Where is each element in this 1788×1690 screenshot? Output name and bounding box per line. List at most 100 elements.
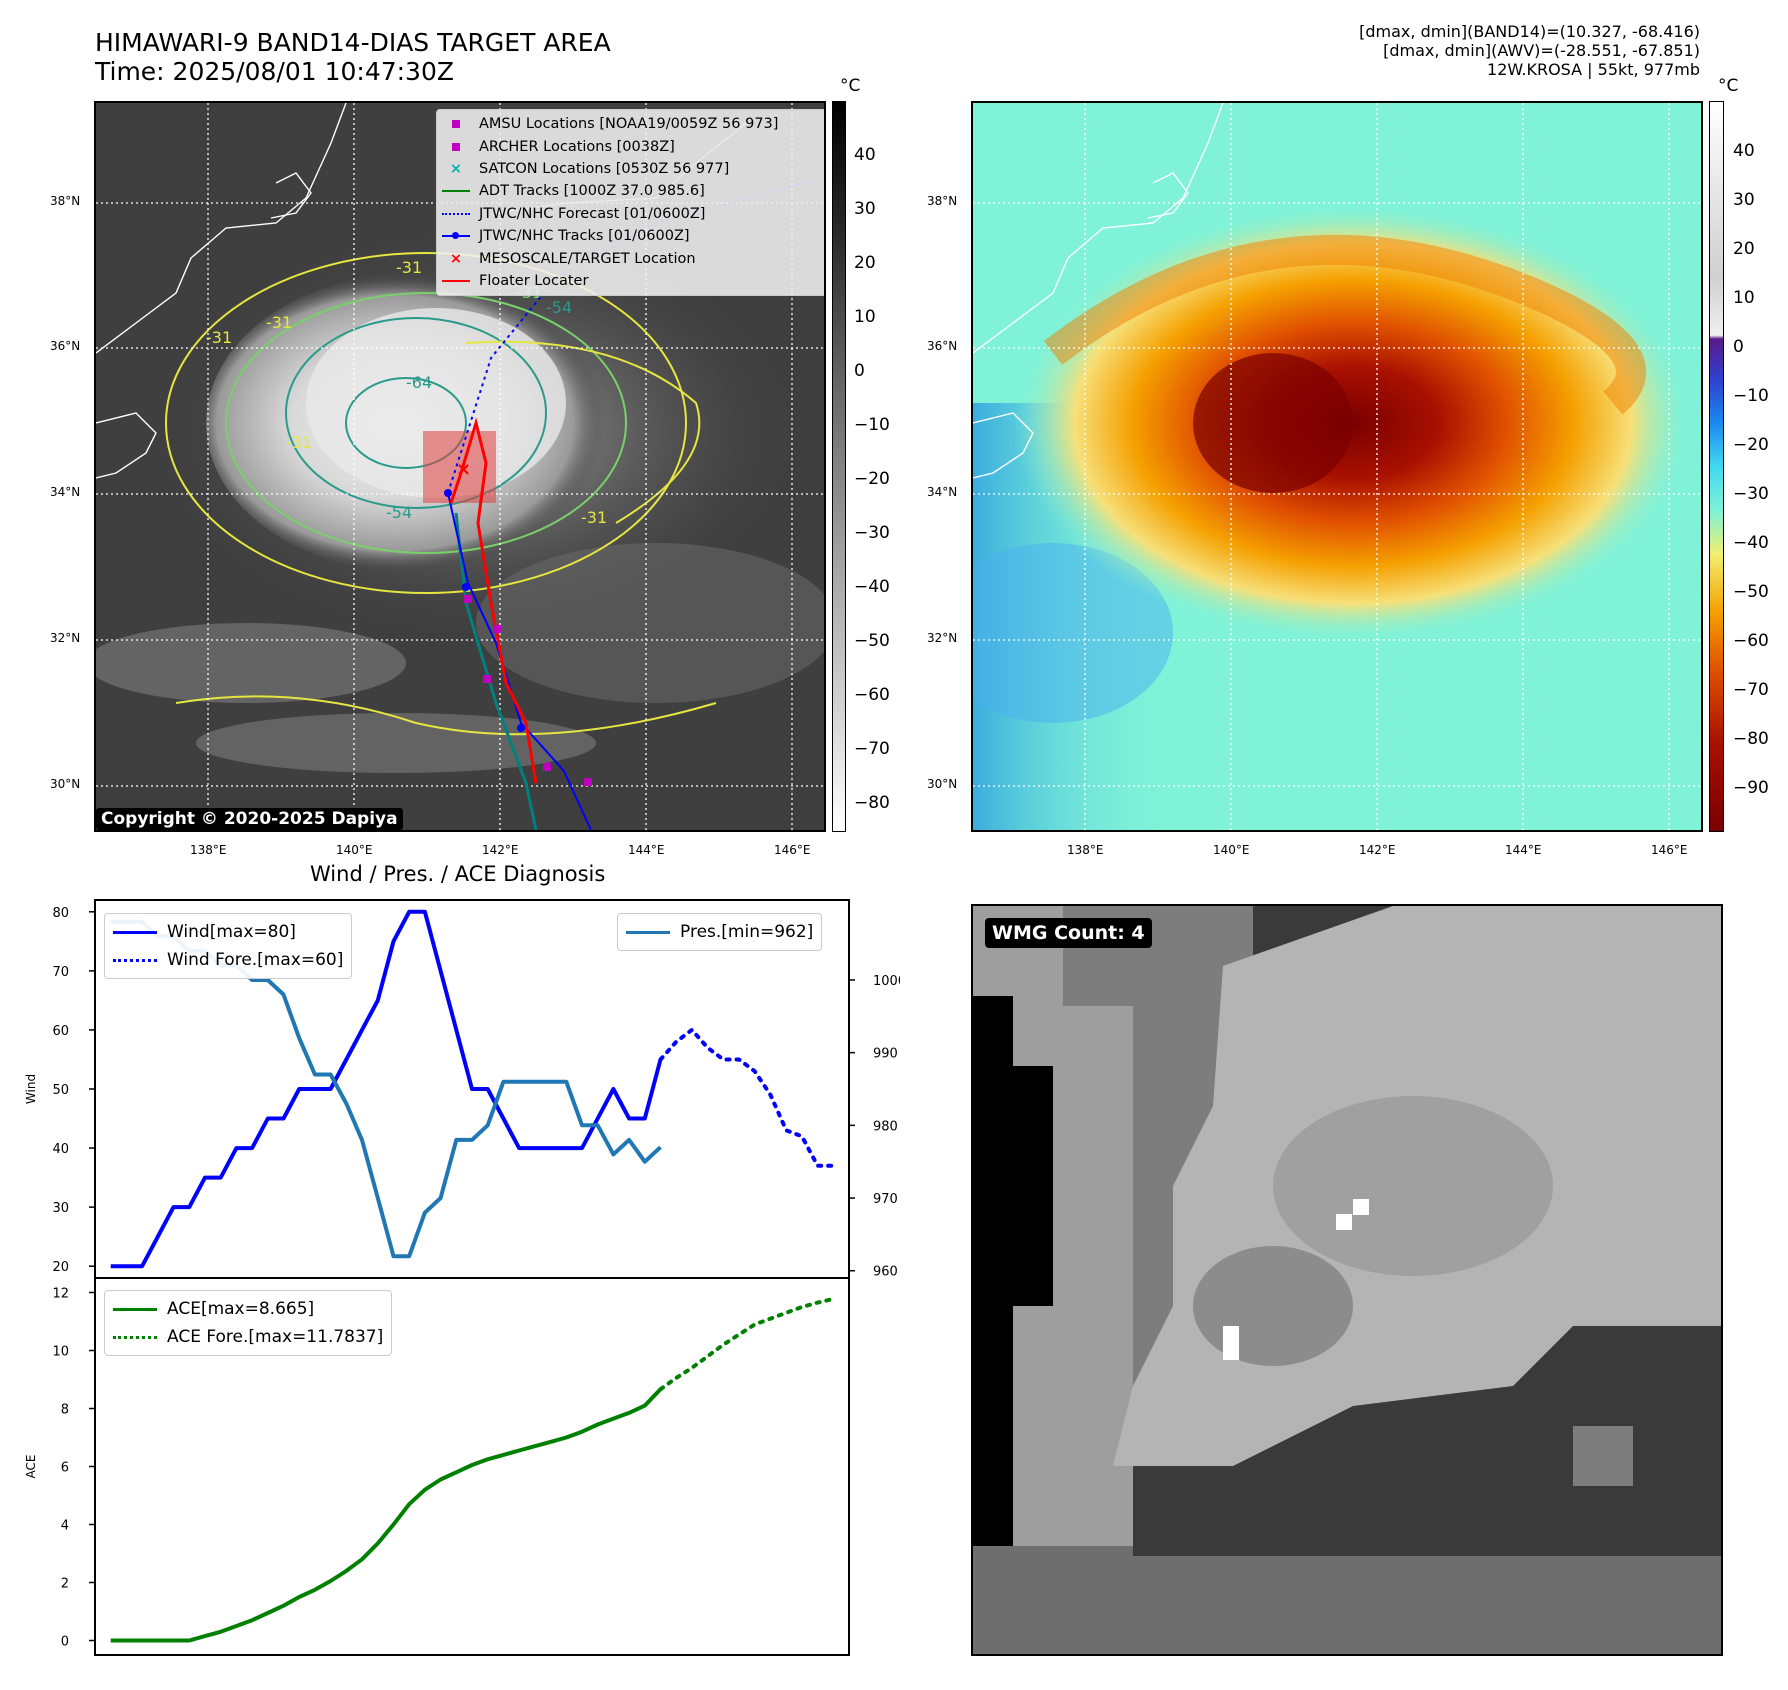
legend-item: Pres.[min=962] — [626, 918, 813, 946]
info-line-3: 12W.KROSA | 55kt, 977mb — [1487, 60, 1700, 79]
legend-item: × MESOSCALE/TARGET Location — [441, 247, 823, 269]
colorbar-color-tick: −60 — [1733, 631, 1769, 651]
wind-legend: Wind[max=80] Wind Fore.[max=60] — [104, 913, 353, 979]
y-tick-label: 4 — [61, 1519, 69, 1534]
series-line — [110, 1387, 662, 1643]
amsu-marker — [543, 763, 551, 771]
lat-label: 34°N — [50, 485, 81, 499]
dotted-line-icon — [441, 212, 471, 215]
lat-label: 36°N — [50, 339, 81, 353]
legend-item: ACE[max=8.665] — [113, 1295, 383, 1323]
title-line-2: Time: 2025/08/01 10:47:30Z — [95, 57, 454, 86]
line-icon — [441, 190, 471, 193]
y-right-tick-label: 1000 — [873, 974, 900, 989]
y-tick-label: 50 — [52, 1083, 69, 1098]
legend-item: JTWC/NHC Tracks [01/0600Z] — [441, 225, 823, 247]
colorbar-gray-tick: 0 — [854, 361, 865, 381]
wind-pressure-chart: 20304050607080Wind9609709809901000Pressu… — [24, 899, 900, 1280]
y-tick-label: 0 — [61, 1635, 69, 1650]
legend-label: JTWC/NHC Tracks [01/0600Z] — [479, 228, 690, 245]
contour-label-9: -31 — [581, 508, 607, 527]
colorbar-color-tick: −40 — [1733, 533, 1769, 553]
colorbar-color-tick: −50 — [1733, 582, 1769, 602]
contour-label-2: -31 — [206, 328, 232, 347]
colorbar-gray-tick: −20 — [854, 469, 890, 489]
legend-item: Wind Fore.[max=60] — [113, 946, 343, 974]
legend-item: JTWC/NHC Forecast [01/0600Z] — [441, 203, 823, 225]
colorbar-color-tick: 0 — [1733, 337, 1744, 357]
colorbar-gray-tick: 10 — [854, 307, 876, 327]
lon-label: 138°E — [190, 843, 227, 857]
lon-label: 138°E — [1067, 843, 1104, 857]
contour-label-1: -31 — [396, 258, 422, 277]
colorbar-gray-tick: 30 — [854, 199, 876, 219]
archer-marker — [483, 675, 491, 683]
colorbar-gray — [832, 101, 846, 832]
colorbar-unit: °C — [1718, 76, 1739, 96]
dotted-line-icon — [113, 1335, 157, 1339]
amsu-marker — [584, 778, 592, 786]
contour-label-5: -31 — [286, 433, 312, 452]
lat-label: 38°N — [50, 194, 81, 208]
legend-label: SATCON Locations [0530Z 56 977] — [479, 160, 730, 177]
target-x-marker: × — [456, 459, 471, 480]
legend-label: Wind Fore.[max=60] — [167, 950, 344, 970]
lon-label: 146°E — [1651, 843, 1688, 857]
y-tick-label: 40 — [52, 1142, 69, 1157]
title-line-1: HIMAWARI-9 BAND14-DIAS TARGET AREA — [95, 28, 611, 57]
y-tick-label: 30 — [52, 1201, 69, 1216]
y-right-tick-label: 990 — [873, 1047, 898, 1062]
y-tick-label: 60 — [52, 1024, 69, 1039]
colorbar-color-tick: 40 — [1733, 141, 1755, 161]
legend-item: Floater Locater — [441, 270, 823, 292]
diagnosis-title: Wind / Pres. / ACE Diagnosis — [310, 862, 606, 886]
colorbar-color-tick: 30 — [1733, 190, 1755, 210]
map-color-svg — [973, 103, 1701, 830]
line-icon — [441, 279, 471, 282]
colorbar-gray-tick: −70 — [854, 739, 890, 759]
legend-label: MESOSCALE/TARGET Location — [479, 250, 696, 267]
map-ir-svg: -31 -31 -31 -31 -31 -64 -54 -54 -31 — [96, 103, 824, 830]
legend-label: Pres.[min=962] — [680, 922, 814, 942]
y-tick-label: 80 — [52, 906, 69, 921]
contour-label-3: -31 — [266, 313, 292, 332]
y-axis-label: Wind — [24, 1074, 38, 1104]
wmg-count-badge: WMG Count: 4 — [985, 918, 1152, 948]
legend-item: ACE Fore.[max=11.7837] — [113, 1323, 383, 1351]
colorbar-color-tick: −90 — [1733, 778, 1769, 798]
track-point — [462, 583, 470, 591]
colorbar-color-tick: −20 — [1733, 435, 1769, 455]
legend-label: JTWC/NHC Forecast [01/0600Z] — [479, 205, 706, 222]
adt-track — [454, 512, 538, 830]
line-dot-icon — [441, 232, 471, 240]
colorbar-gray-tick: −80 — [854, 793, 890, 813]
colorbar-color — [1709, 101, 1724, 832]
lon-label: 144°E — [628, 843, 665, 857]
track-point — [517, 724, 525, 732]
info-line-2: [dmax, dmin](AWV)=(-28.551, -67.851) — [1383, 41, 1700, 60]
lon-label: 142°E — [1359, 843, 1396, 857]
lat-label: 30°N — [927, 777, 958, 791]
legend-label: ACE[max=8.665] — [167, 1299, 315, 1319]
figure-title: HIMAWARI-9 BAND14-DIAS TARGET AREA Time:… — [95, 28, 611, 86]
y-axis-label: ACE — [24, 1455, 38, 1479]
colorbar-color-tick: −80 — [1733, 729, 1769, 749]
lat-label: 38°N — [927, 194, 958, 208]
y-tick-label: 8 — [61, 1403, 69, 1418]
legend-label: Wind[max=80] — [167, 922, 296, 942]
archer-marker — [493, 625, 501, 633]
map-ir-grayscale: -31 -31 -31 -31 -31 -64 -54 -54 -31 — [94, 101, 826, 832]
lon-label: 142°E — [482, 843, 519, 857]
lon-label: 140°E — [336, 843, 373, 857]
colorbar-gray-tick: −10 — [854, 415, 890, 435]
target-area-box — [423, 431, 496, 503]
map-legend: AMSU Locations [NOAA19/0059Z 56 973] ARC… — [436, 109, 824, 297]
info-block: [dmax, dmin](BAND14)=(10.327, -68.416) [… — [1100, 22, 1700, 79]
series-line — [658, 1296, 836, 1392]
ace-legend: ACE[max=8.665] ACE Fore.[max=11.7837] — [104, 1290, 393, 1356]
map-ir-color — [971, 101, 1703, 832]
floater-track — [449, 417, 538, 784]
square-marker-icon — [441, 142, 471, 151]
lat-label: 32°N — [927, 631, 958, 645]
colorbar-color-tick: −30 — [1733, 484, 1769, 504]
